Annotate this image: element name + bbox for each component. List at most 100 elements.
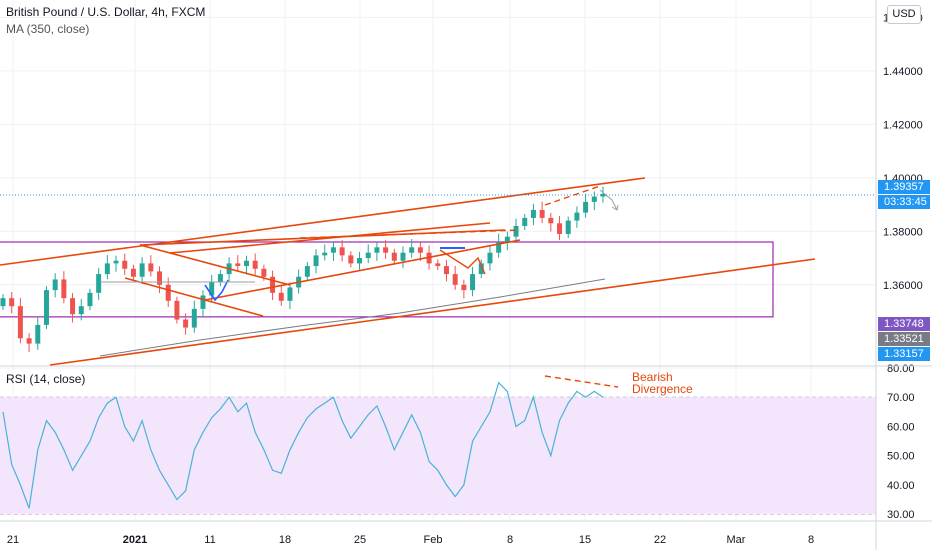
candle-body bbox=[261, 268, 267, 277]
candle-body bbox=[278, 292, 284, 301]
candle-body bbox=[322, 252, 328, 256]
purple-price-tag: 1.33748 bbox=[878, 317, 930, 331]
y-tick-label: 1.36000 bbox=[883, 280, 923, 292]
last-price-tag: 1.39357 bbox=[878, 180, 930, 194]
x-tick-label: 8 bbox=[507, 534, 513, 546]
candle-body bbox=[435, 263, 441, 267]
candle-body bbox=[470, 274, 476, 291]
divergence-label: Divergence bbox=[632, 382, 693, 396]
candle-body bbox=[530, 209, 536, 218]
dashed-trendline bbox=[299, 229, 521, 239]
projection-arrow bbox=[599, 189, 618, 211]
candle-body bbox=[78, 306, 84, 315]
projection-arrowhead bbox=[611, 204, 619, 211]
candle-body bbox=[87, 292, 93, 307]
bearish-label: Bearish bbox=[632, 370, 673, 384]
candle-body bbox=[26, 338, 32, 344]
candle-body bbox=[496, 241, 502, 253]
candle-body bbox=[183, 319, 189, 328]
rsi-tick-label: 50.00 bbox=[887, 451, 915, 463]
rsi-divergence-line bbox=[544, 375, 619, 388]
candle-body bbox=[391, 252, 397, 261]
candle-body bbox=[574, 212, 580, 221]
candle-body bbox=[374, 247, 380, 253]
candle-body bbox=[365, 252, 371, 259]
y-tick-label: 1.38000 bbox=[883, 226, 923, 238]
x-tick-label: Feb bbox=[424, 534, 443, 546]
candle-body bbox=[235, 263, 241, 267]
candle-body bbox=[504, 236, 510, 242]
rsi-band bbox=[0, 397, 876, 515]
candle-body bbox=[243, 260, 249, 267]
candle-body bbox=[70, 298, 76, 315]
range-box bbox=[0, 241, 774, 318]
candle-body bbox=[122, 260, 128, 269]
candle-body bbox=[0, 298, 6, 307]
candle-body bbox=[61, 279, 67, 299]
candle-body bbox=[522, 217, 528, 226]
candle-body bbox=[139, 263, 145, 277]
candle-body bbox=[43, 290, 49, 325]
trendline bbox=[139, 244, 291, 286]
candle-body bbox=[513, 225, 519, 237]
candle-body bbox=[130, 268, 136, 277]
candle-body bbox=[583, 201, 589, 213]
candle-body bbox=[209, 282, 215, 296]
blue-price-tag: 1.33157 bbox=[878, 347, 930, 361]
rsi-tick-label: 80.00 bbox=[887, 363, 915, 375]
candle-body bbox=[539, 209, 545, 218]
candle-body bbox=[96, 274, 102, 293]
candle-body bbox=[35, 324, 41, 344]
candle-body bbox=[165, 284, 171, 301]
trend-drawings bbox=[0, 177, 816, 388]
candle-body bbox=[174, 300, 180, 320]
candle-body bbox=[348, 255, 354, 264]
candle-body bbox=[409, 247, 415, 253]
candle-body bbox=[200, 295, 206, 309]
candle-body bbox=[591, 196, 597, 202]
candle-body bbox=[478, 263, 484, 275]
y-tick-label: 1.42000 bbox=[883, 119, 923, 131]
x-tick-label: 11 bbox=[204, 534, 215, 546]
candle-body bbox=[383, 247, 389, 253]
candle-body bbox=[452, 274, 458, 285]
candle-body bbox=[113, 260, 119, 264]
trendline bbox=[204, 239, 521, 301]
trendline bbox=[124, 277, 264, 317]
candles bbox=[0, 186, 606, 352]
candle-body bbox=[157, 271, 163, 285]
currency-button[interactable]: USD bbox=[887, 5, 921, 24]
x-tick-label: 21 bbox=[7, 534, 19, 546]
candle-body bbox=[339, 247, 345, 256]
x-tick-label: 18 bbox=[279, 534, 291, 546]
candle-body bbox=[487, 252, 493, 264]
y-tick-label: 1.44000 bbox=[883, 66, 923, 78]
rsi-line bbox=[2, 381, 604, 509]
x-tick-label: 22 bbox=[654, 534, 666, 546]
x-tick-label: 25 bbox=[354, 534, 366, 546]
candle-body bbox=[557, 223, 563, 234]
pattern-sketch bbox=[439, 249, 486, 275]
candle-body bbox=[304, 266, 310, 277]
rsi-tick-label: 40.00 bbox=[887, 480, 915, 492]
candle-body bbox=[191, 308, 197, 328]
candle-body bbox=[104, 263, 110, 275]
candle-body bbox=[287, 287, 293, 301]
candle-body bbox=[9, 298, 15, 307]
chart-title: British Pound / U.S. Dollar, 4h, FXCM bbox=[6, 5, 206, 19]
candle-body bbox=[357, 258, 363, 264]
trendline bbox=[49, 258, 816, 366]
candle-body bbox=[417, 247, 423, 253]
x-tick-label: 2021 bbox=[123, 534, 147, 546]
x-tick-label: 15 bbox=[579, 534, 591, 546]
candle-body bbox=[52, 279, 58, 291]
candle-body bbox=[548, 217, 554, 224]
x-tick-label: 8 bbox=[808, 534, 814, 546]
rsi-tick-label: 70.00 bbox=[887, 392, 915, 404]
candle-body bbox=[400, 252, 406, 261]
gray-price-tag: 1.33521 bbox=[878, 332, 930, 346]
candle-body bbox=[330, 247, 336, 253]
candle-body bbox=[443, 266, 449, 275]
countdown-tag: 03:33:45 bbox=[878, 195, 930, 209]
